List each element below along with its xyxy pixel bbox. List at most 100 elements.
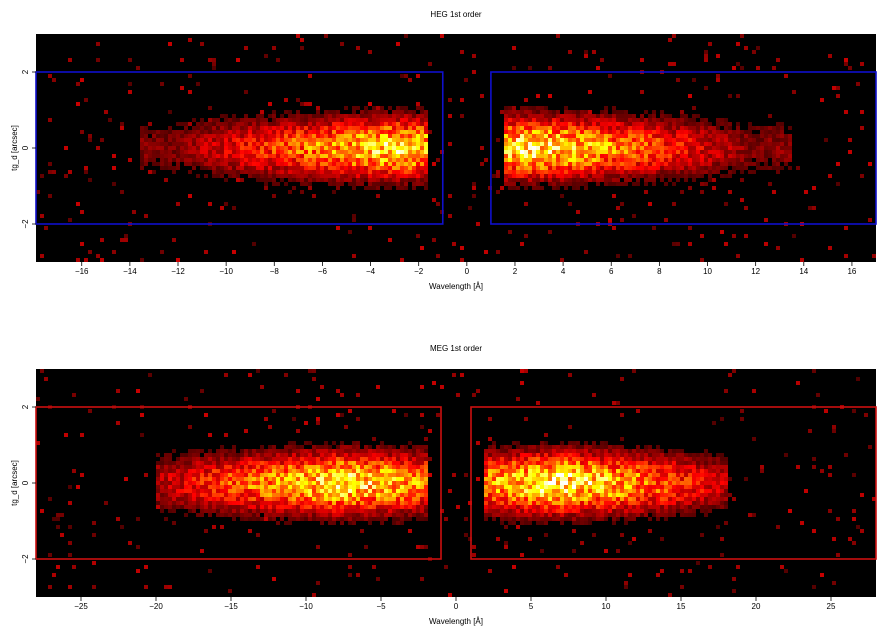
heg-count-bin [148,150,152,154]
meg-count-bin [340,461,344,465]
heg-count-bin [604,142,608,146]
meg-count-bin [168,457,172,461]
heg-count-bin [560,146,564,150]
meg-count-bin [640,493,644,497]
heg-count-bin [268,170,272,174]
heg-count-bin [528,158,532,162]
meg-count-bin [512,453,516,457]
meg-count-bin [72,393,76,397]
meg-count-bin [268,449,272,453]
meg-count-bin [168,497,172,501]
heg-count-bin [584,122,588,126]
heg-count-bin [672,146,676,150]
heg-count-bin [528,126,532,130]
heg-count-bin [256,122,260,126]
heg-count-bin [352,134,356,138]
meg-count-bin [484,497,488,501]
heg-count-bin [288,130,292,134]
heg-count-bin [80,242,84,246]
meg-count-bin [620,437,624,441]
meg-count-bin [604,457,608,461]
heg-count-bin [328,130,332,134]
meg-count-bin [284,469,288,473]
heg-count-bin [644,118,648,122]
heg-count-bin [416,134,420,138]
heg-count-bin [88,178,92,182]
heg-count-bin [780,130,784,134]
heg-count-bin [196,146,200,150]
heg-count-bin [548,118,552,122]
heg-count-bin [248,146,252,150]
meg-count-bin [340,493,344,497]
meg-count-bin [272,445,276,449]
meg-count-bin [200,485,204,489]
meg-count-bin [596,461,600,465]
meg-count-bin [548,461,552,465]
meg-count-bin [588,473,592,477]
heg-count-bin [248,158,252,162]
heg-count-bin [532,106,536,110]
meg-count-bin [604,481,608,485]
heg-count-bin [648,138,652,142]
heg-count-bin [160,158,164,162]
heg-count-bin [292,150,296,154]
heg-count-bin [612,110,616,114]
meg-count-bin [492,453,496,457]
meg-count-bin [524,505,528,509]
meg-count-bin [40,509,44,513]
meg-count-bin [656,497,660,501]
heg-count-bin [508,142,512,146]
heg-count-bin [408,142,412,146]
heg-count-bin [528,118,532,122]
heg-count-bin [712,146,716,150]
meg-count-bin [568,453,572,457]
heg-count-bin [308,178,312,182]
heg-count-bin [140,166,144,170]
meg-count-bin [356,453,360,457]
meg-count-bin [516,493,520,497]
heg-count-bin [764,126,768,130]
heg-count-bin [672,162,676,166]
heg-count-bin [388,158,392,162]
meg-count-bin [212,461,216,465]
meg-count-bin [656,489,660,493]
meg-count-bin [576,493,580,497]
heg-count-bin [724,174,728,178]
meg-count-bin [536,449,540,453]
meg-count-bin [360,497,364,501]
meg-count-bin [500,489,504,493]
heg-count-bin [648,126,652,130]
heg-count-bin [504,130,508,134]
heg-count-bin [772,146,776,150]
heg-count-bin [400,170,404,174]
heg-count-bin [412,186,416,190]
heg-count-bin [844,226,848,230]
heg-count-bin [556,122,560,126]
heg-count-bin [636,166,640,170]
heg-count-bin [96,58,100,62]
heg-count-bin [588,158,592,162]
meg-count-bin [300,493,304,497]
meg-count-bin [552,517,556,521]
meg-count-bin [492,509,496,513]
heg-count-bin [512,142,516,146]
heg-count-bin [216,166,220,170]
heg-count-bin [392,114,396,118]
heg-count-bin [392,182,396,186]
meg-count-bin [520,489,524,493]
heg-count-bin [372,138,376,142]
heg-count-bin [724,242,728,246]
meg-count-bin [308,461,312,465]
meg-count-bin [312,489,316,493]
meg-count-bin [268,489,272,493]
meg-count-bin [588,505,592,509]
meg-count-bin [588,445,592,449]
meg-count-bin [276,509,280,513]
meg-count-bin [224,497,228,501]
heg-count-bin [368,166,372,170]
meg-count-bin [580,481,584,485]
heg-count-bin [112,250,116,254]
meg-count-bin [500,461,504,465]
meg-count-bin [284,513,288,517]
heg-count-bin [356,158,360,162]
